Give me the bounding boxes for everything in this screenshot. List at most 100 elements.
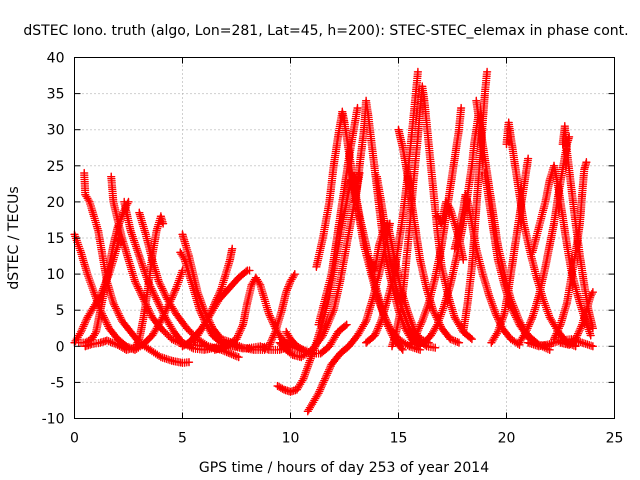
- data-point: [589, 342, 597, 350]
- data-point: [420, 97, 428, 105]
- data-point: [170, 328, 178, 336]
- data-point: [397, 306, 405, 314]
- data-point: [455, 126, 463, 134]
- data-point: [211, 346, 219, 354]
- data-point: [459, 256, 467, 264]
- data-point: [179, 230, 186, 238]
- data-point: [364, 111, 372, 119]
- data-point: [200, 346, 208, 354]
- data-point: [580, 165, 588, 173]
- data-point: [278, 306, 286, 314]
- data-point: [541, 263, 549, 271]
- data-point: [425, 140, 433, 148]
- data-point: [349, 129, 357, 137]
- data-point: [330, 162, 338, 170]
- data-point: [101, 285, 109, 293]
- data-point: [580, 281, 588, 289]
- data-point: [559, 140, 567, 148]
- data-point: [328, 360, 336, 368]
- data-point: [235, 274, 243, 282]
- data-point: [567, 335, 575, 343]
- data-point: [483, 68, 491, 76]
- data-point: [90, 212, 98, 220]
- data-point: [330, 306, 338, 314]
- data-point: [513, 227, 521, 235]
- data-point: [144, 277, 152, 285]
- data-point: [239, 321, 247, 329]
- chart-title: dSTEC Iono. truth (algo, Lon=281, Lat=45…: [23, 23, 628, 39]
- data-point: [446, 281, 454, 289]
- data-point: [546, 313, 554, 321]
- data-point: [418, 82, 426, 90]
- data-point: [431, 274, 439, 282]
- data-point: [446, 335, 454, 343]
- data-point: [356, 216, 364, 224]
- data-point: [172, 285, 180, 293]
- data-point: [282, 288, 290, 296]
- data-point: [291, 270, 299, 278]
- data-point: [470, 140, 478, 148]
- data-point: [131, 344, 139, 352]
- data-point: [572, 220, 580, 228]
- data-point: [353, 104, 361, 112]
- data-point: [405, 342, 413, 350]
- data-point: [395, 126, 402, 134]
- data-point: [438, 241, 446, 249]
- data-point: [382, 227, 390, 235]
- x-tick-label: 15: [390, 431, 408, 447]
- data-point: [287, 342, 294, 350]
- data-point: [461, 191, 469, 199]
- data-point: [395, 335, 402, 343]
- data-point: [222, 342, 230, 350]
- data-point: [179, 342, 186, 350]
- data-point: [315, 389, 323, 397]
- data-point: [464, 299, 472, 307]
- data-point: [468, 263, 476, 271]
- data-point: [438, 263, 446, 271]
- data-point: [328, 270, 336, 278]
- data-point: [524, 155, 532, 163]
- data-point: [457, 104, 465, 112]
- data-point: [81, 342, 89, 350]
- data-point: [563, 147, 571, 155]
- data-point: [438, 220, 446, 228]
- data-point: [431, 344, 439, 352]
- data-point: [321, 295, 329, 303]
- data-point: [356, 162, 364, 170]
- data-point: [96, 339, 104, 347]
- data-point: [287, 335, 294, 343]
- data-series: [135, 208, 243, 362]
- data-point: [507, 133, 515, 141]
- data-point: [341, 118, 348, 126]
- data-point: [433, 227, 441, 235]
- data-point: [392, 328, 400, 336]
- y-tick-label: 30: [47, 123, 65, 139]
- data-point: [522, 328, 530, 336]
- data-point: [485, 198, 493, 206]
- data-point: [88, 340, 96, 348]
- data-point: [81, 191, 89, 199]
- data-point: [433, 321, 441, 329]
- data-point: [528, 313, 536, 321]
- x-tick-label: 10: [282, 431, 300, 447]
- data-point: [226, 256, 234, 264]
- data-point: [578, 339, 586, 347]
- data-point: [440, 303, 448, 311]
- y-axis-label: dSTEC / TECUs: [6, 186, 22, 289]
- data-point: [321, 375, 329, 383]
- data-point: [228, 281, 236, 289]
- data-point: [442, 198, 450, 206]
- data-point: [399, 212, 407, 220]
- data-point: [148, 313, 156, 321]
- data-point: [226, 350, 234, 358]
- data-point: [494, 256, 502, 264]
- data-point: [243, 299, 251, 307]
- y-tick-label: 20: [47, 195, 65, 211]
- data-point: [509, 256, 517, 264]
- data-point: [163, 295, 171, 303]
- data-point: [338, 108, 346, 116]
- data-point: [522, 169, 530, 177]
- data-point: [317, 350, 325, 358]
- data-point: [399, 144, 407, 152]
